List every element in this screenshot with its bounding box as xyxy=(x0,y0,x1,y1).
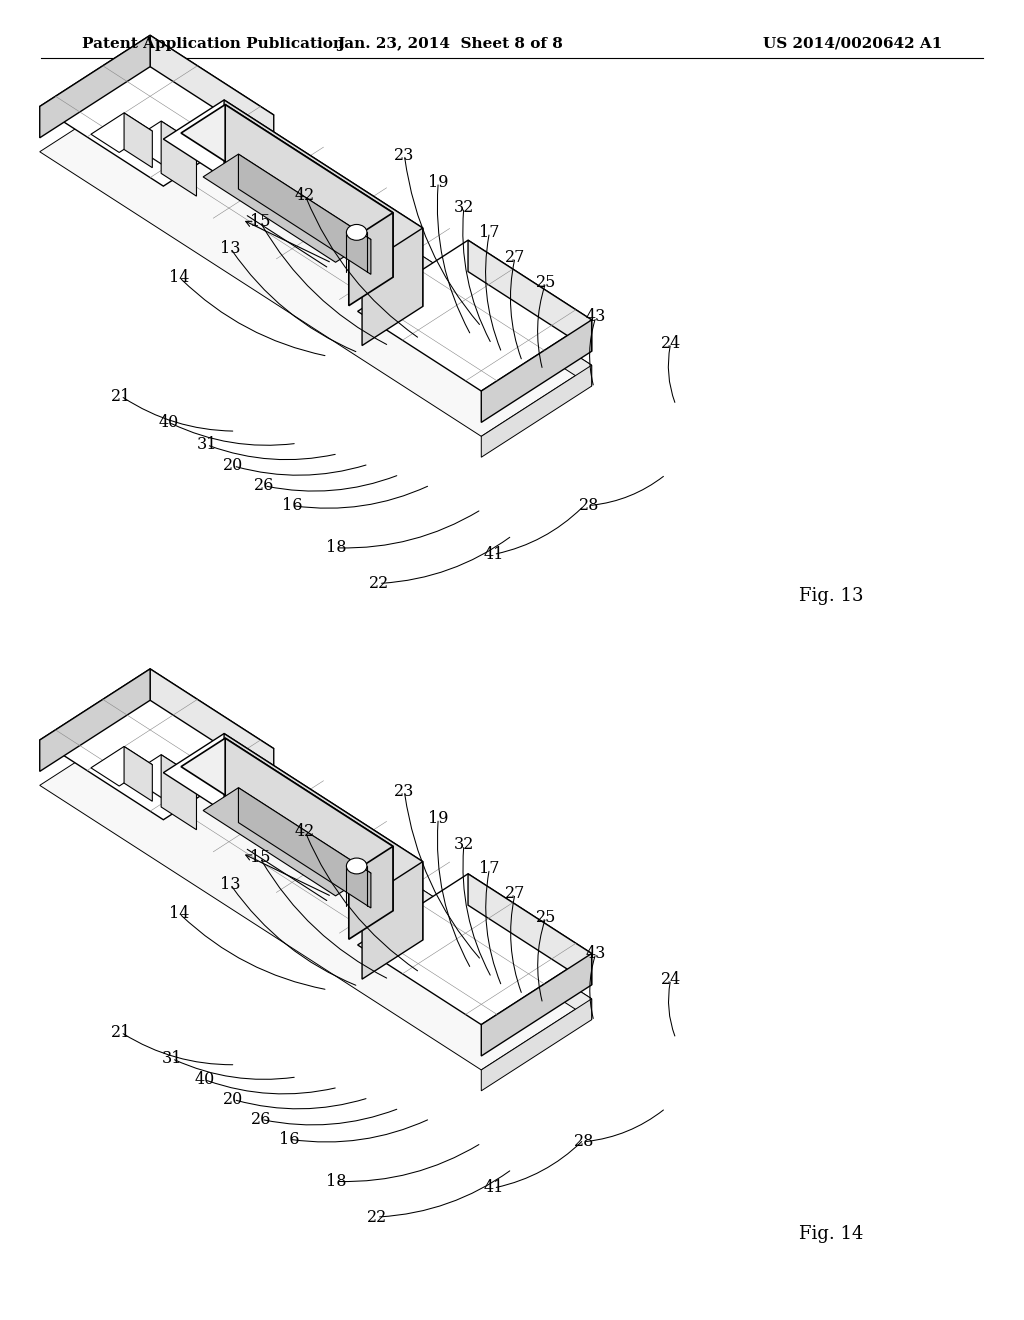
Text: 17: 17 xyxy=(479,224,500,240)
Text: 20: 20 xyxy=(223,1092,244,1107)
Polygon shape xyxy=(181,738,393,875)
Text: 40: 40 xyxy=(159,414,179,430)
Polygon shape xyxy=(481,319,592,422)
Polygon shape xyxy=(357,240,592,391)
Polygon shape xyxy=(481,366,592,457)
Polygon shape xyxy=(124,114,153,168)
Text: 14: 14 xyxy=(169,906,189,921)
Text: 42: 42 xyxy=(295,187,315,203)
Text: 19: 19 xyxy=(428,174,449,190)
Polygon shape xyxy=(481,953,592,1056)
Text: 43: 43 xyxy=(586,945,606,961)
Polygon shape xyxy=(128,121,197,165)
Polygon shape xyxy=(349,213,393,306)
Text: 21: 21 xyxy=(111,388,131,404)
Polygon shape xyxy=(468,874,592,985)
Polygon shape xyxy=(161,755,197,830)
Text: 26: 26 xyxy=(251,1111,271,1127)
Polygon shape xyxy=(40,669,151,771)
Text: 31: 31 xyxy=(197,437,217,453)
Polygon shape xyxy=(91,114,153,152)
Text: 16: 16 xyxy=(279,1131,299,1147)
Text: Fig. 13: Fig. 13 xyxy=(799,587,863,606)
Polygon shape xyxy=(224,734,423,940)
Text: 13: 13 xyxy=(220,876,241,892)
Polygon shape xyxy=(128,755,197,799)
Text: 15: 15 xyxy=(250,850,270,866)
Polygon shape xyxy=(481,999,592,1090)
Polygon shape xyxy=(357,874,592,1024)
Text: 41: 41 xyxy=(483,546,504,562)
Text: 32: 32 xyxy=(454,199,474,215)
Polygon shape xyxy=(40,36,273,186)
Ellipse shape xyxy=(346,858,367,874)
Polygon shape xyxy=(362,862,423,979)
Text: 41: 41 xyxy=(483,1180,504,1196)
Polygon shape xyxy=(203,154,371,263)
Text: 27: 27 xyxy=(505,249,525,265)
Polygon shape xyxy=(362,228,423,346)
Text: 27: 27 xyxy=(505,886,525,902)
Polygon shape xyxy=(225,738,393,911)
Text: 19: 19 xyxy=(428,810,449,826)
Polygon shape xyxy=(40,669,273,820)
Text: 25: 25 xyxy=(536,275,556,290)
Text: Fig. 14: Fig. 14 xyxy=(799,1225,863,1243)
Ellipse shape xyxy=(346,224,367,240)
Text: 28: 28 xyxy=(573,1134,594,1150)
Text: 22: 22 xyxy=(369,576,389,591)
Text: 24: 24 xyxy=(660,972,681,987)
Text: 28: 28 xyxy=(579,498,599,513)
Polygon shape xyxy=(151,81,592,385)
Text: 20: 20 xyxy=(223,458,244,474)
Polygon shape xyxy=(225,104,393,277)
Text: 42: 42 xyxy=(295,824,315,840)
Text: Jan. 23, 2014  Sheet 8 of 8: Jan. 23, 2014 Sheet 8 of 8 xyxy=(338,37,563,51)
Text: 15: 15 xyxy=(250,214,270,230)
Polygon shape xyxy=(239,154,371,275)
Text: 16: 16 xyxy=(282,498,302,513)
Polygon shape xyxy=(40,714,592,1071)
Text: 13: 13 xyxy=(220,240,241,256)
Polygon shape xyxy=(151,36,273,147)
Polygon shape xyxy=(161,121,197,197)
Polygon shape xyxy=(224,100,423,306)
Text: 14: 14 xyxy=(169,269,189,285)
Text: 18: 18 xyxy=(326,540,346,556)
Text: 23: 23 xyxy=(394,784,415,800)
Polygon shape xyxy=(124,747,153,801)
Polygon shape xyxy=(181,104,393,242)
Text: 21: 21 xyxy=(111,1024,131,1040)
Text: 24: 24 xyxy=(660,335,681,351)
Polygon shape xyxy=(151,714,592,1019)
Text: 32: 32 xyxy=(454,837,474,853)
Polygon shape xyxy=(239,788,371,908)
Polygon shape xyxy=(349,846,393,940)
Text: 40: 40 xyxy=(195,1072,215,1088)
Polygon shape xyxy=(468,240,592,351)
Polygon shape xyxy=(203,788,371,896)
Text: 25: 25 xyxy=(536,909,556,925)
Text: 17: 17 xyxy=(479,861,500,876)
Text: 23: 23 xyxy=(394,148,415,164)
Text: 22: 22 xyxy=(367,1209,387,1225)
Polygon shape xyxy=(40,36,151,137)
Text: US 2014/0020642 A1: US 2014/0020642 A1 xyxy=(763,37,942,51)
Text: 26: 26 xyxy=(254,478,274,494)
Text: 18: 18 xyxy=(326,1173,346,1189)
Text: Patent Application Publication: Patent Application Publication xyxy=(82,37,344,51)
Text: 31: 31 xyxy=(162,1051,182,1067)
Polygon shape xyxy=(40,81,592,437)
Text: 43: 43 xyxy=(586,309,606,325)
Polygon shape xyxy=(164,100,423,267)
Polygon shape xyxy=(91,747,153,785)
Polygon shape xyxy=(151,669,273,780)
Polygon shape xyxy=(164,734,423,900)
